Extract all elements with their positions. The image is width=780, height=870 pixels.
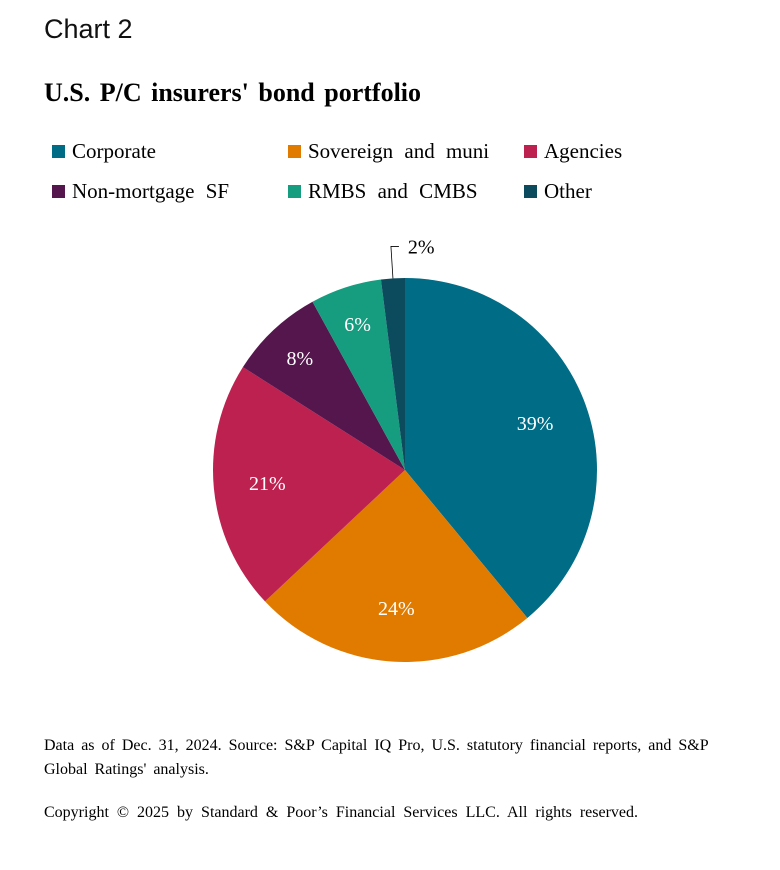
legend-label-nonmortgage: Non-mortgage SF bbox=[72, 179, 230, 203]
copyright-notice: Copyright © 2025 by Standard & Poor’s Fi… bbox=[44, 804, 639, 821]
legend-label-rmbs: RMBS and CMBS bbox=[308, 179, 478, 203]
pie-slice-rmbs-and-cmbs bbox=[312, 279, 405, 470]
legend-swatch-agencies bbox=[524, 145, 537, 158]
data-label-other: 2% bbox=[408, 236, 435, 258]
legend-swatch-sovereign bbox=[288, 145, 301, 158]
legend-label-corporate: Corporate bbox=[72, 139, 156, 163]
legend-item-agencies: Agencies bbox=[524, 139, 622, 164]
pie-slice-agencies bbox=[213, 367, 405, 602]
data-label-corporate: 39% bbox=[517, 413, 554, 435]
data-label-rmbs-and-cmbs: 6% bbox=[344, 314, 371, 336]
data-label-sovereign-and-muni: 24% bbox=[378, 598, 415, 620]
pie-slice-corporate bbox=[405, 278, 597, 618]
pie-slice-sovereign-and-muni bbox=[265, 470, 528, 662]
legend-swatch-rmbs bbox=[288, 185, 301, 198]
legend-item-corporate: Corporate bbox=[52, 139, 156, 164]
pie-slices bbox=[213, 278, 597, 662]
legend-item-sovereign: Sovereign and muni bbox=[288, 139, 489, 164]
legend-item-rmbs: RMBS and CMBS bbox=[288, 179, 478, 204]
source-note: Data as of Dec. 31, 2024. Source: S&P Ca… bbox=[44, 737, 709, 778]
pie-data-labels: 39% 24% 21% 8% 6% 2% bbox=[249, 236, 553, 620]
pie-slice-non-mortgage-sf bbox=[242, 301, 405, 470]
legend-swatch-corporate bbox=[52, 145, 65, 158]
data-label-agencies: 21% bbox=[249, 473, 286, 495]
pie-chart: 39% 24% 21% 8% 6% 2% bbox=[213, 236, 597, 662]
pie-slice-other bbox=[380, 278, 405, 470]
chart-number-label: Chart 2 bbox=[44, 14, 133, 44]
data-label-non-mortgage-sf: 8% bbox=[287, 348, 314, 370]
leader-line-other bbox=[390, 246, 399, 279]
legend-label-agencies: Agencies bbox=[544, 139, 623, 163]
legend-swatch-other bbox=[524, 185, 537, 198]
legend-item-nonmortgage: Non-mortgage SF bbox=[52, 179, 229, 204]
chart-title: U.S. P/C insurers' bond portfolio bbox=[44, 78, 422, 107]
legend-swatch-nonmortgage bbox=[52, 185, 65, 198]
legend-item-other: Other bbox=[524, 179, 592, 204]
legend-label-other: Other bbox=[544, 179, 592, 203]
legend-label-sovereign: Sovereign and muni bbox=[308, 139, 490, 163]
